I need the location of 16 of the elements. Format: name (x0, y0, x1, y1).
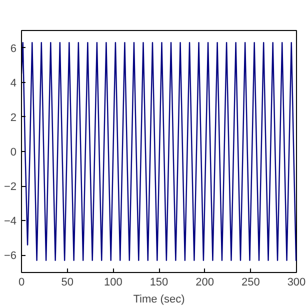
x-tick-label: 150 (150, 276, 168, 288)
y-tick-label: 0 (10, 146, 17, 158)
x-tick-label: 0 (18, 276, 25, 288)
x-tick-label: 300 (287, 276, 306, 288)
x-tick-label: 250 (241, 276, 260, 288)
y-tick-label: 4 (10, 77, 17, 90)
x-tick-label: 100 (104, 276, 122, 288)
y-tick-label: −4 (4, 216, 17, 228)
y-tick-label: 6 (10, 42, 17, 55)
x-tick-label: 50 (61, 276, 74, 288)
y-tick-label: 2 (10, 112, 17, 124)
line-series (22, 42, 296, 261)
x-axis-title: Time (sec) (133, 294, 185, 306)
x-tick-label: 200 (196, 276, 214, 288)
y-tick-label: −6 (4, 250, 17, 262)
y-tick-label: −2 (4, 181, 17, 194)
